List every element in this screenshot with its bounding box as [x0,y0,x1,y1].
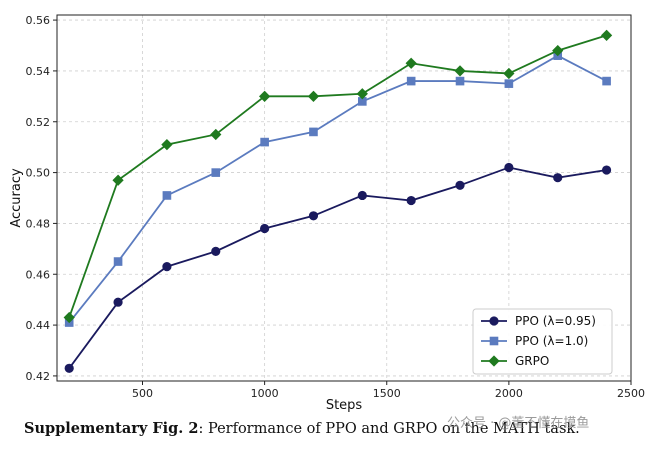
y-tick-label: 0.46 [26,268,51,281]
caption-text: : Performance of PPO and GRPO on the MAT… [198,421,580,437]
data-point [455,180,465,190]
data-point [503,67,515,80]
data-point [307,90,320,102]
figure-caption: Supplementary Fig. 2: Performance of PPO… [24,420,634,437]
x-tick-label: 2000 [495,387,523,400]
legend-marker [489,316,499,326]
data-point [211,246,221,256]
legend-marker [489,336,499,346]
data-point [162,262,172,272]
data-point [260,223,270,234]
data-point [308,211,319,221]
y-tick-label: 0.50 [26,167,51,180]
data-point [112,174,124,186]
caption-prefix: Supplementary Fig. 2 [24,420,199,437]
legend-item: GRPO [481,354,549,368]
legend-item: PPO (λ=0.95) [481,314,596,328]
y-tick-label: 0.48 [26,217,51,230]
data-point [602,76,611,86]
data-point [260,137,269,147]
data-point [455,76,465,86]
plot-frame [56,14,632,382]
legend-label: GRPO [515,354,549,368]
data-point [162,191,172,200]
data-point [309,127,318,137]
y-axis-label: Accuracy [9,168,24,228]
data-point [113,297,123,307]
data-point [553,173,563,183]
legend-label: PPO (λ=0.95) [515,314,596,328]
legend-box [472,308,613,375]
series-line [68,54,607,324]
data-point [406,76,416,86]
x-tick-label: 500 [132,387,153,400]
data-point [454,65,466,77]
data-point [405,57,417,69]
x-tick-label: 1500 [373,387,401,400]
x-axis-label: Steps [326,398,363,413]
series-line [68,34,607,318]
data-point [113,257,123,266]
series-3 [63,29,613,324]
data-point [504,79,514,88]
data-point [161,139,173,151]
y-tick-label: 0.54 [26,65,51,78]
data-point [600,29,613,41]
data-point [552,44,564,57]
series-2 [64,51,611,327]
data-point [64,363,74,373]
y-axis: 0.42 0.44 0.46 0.48 0.50 0.52 0.54 0.56 [26,14,57,383]
watermark: 公众号 · @董不懂在摸鱼 [447,416,590,431]
series-layer [63,29,613,373]
x-axis: 500 1000 1500 2000 2500 [132,381,645,400]
data-point [504,162,514,173]
data-point [258,90,271,102]
legend: PPO (λ=0.95) PPO (λ=1.0) GRPO [472,308,613,375]
y-tick-label: 0.52 [26,116,51,129]
data-point [211,168,221,177]
x-tick-label: 2500 [617,387,645,400]
data-point [357,190,367,201]
series-line [68,166,607,369]
data-point [406,195,416,206]
data-point [356,88,368,100]
data-point [210,128,222,141]
x-tick-label: 1000 [251,387,279,400]
legend-item: PPO (λ=1.0) [481,334,588,348]
y-tick-label: 0.56 [26,14,51,27]
legend-label: PPO (λ=1.0) [515,334,588,348]
data-point [63,311,75,324]
y-tick-label: 0.42 [26,370,51,383]
data-point [601,165,612,175]
y-tick-label: 0.44 [26,319,51,332]
legend-marker [488,355,500,367]
series-1 [64,162,612,373]
